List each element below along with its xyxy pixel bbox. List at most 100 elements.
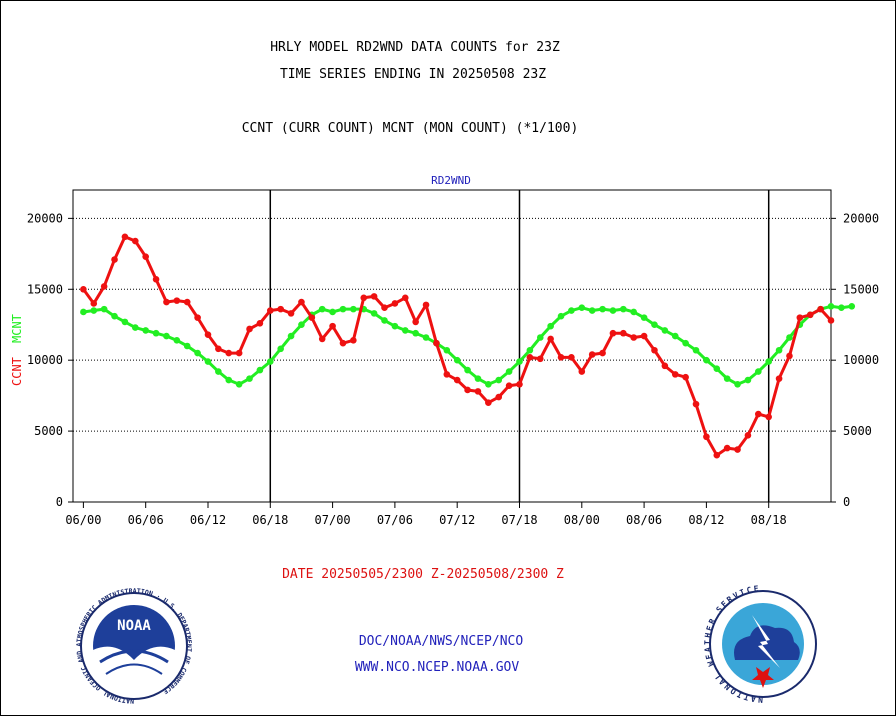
x-tick-label: 08/12: [688, 513, 724, 527]
y-tick-label-left: 10000: [27, 353, 63, 367]
data-point-ccnt: [640, 332, 648, 340]
data-point-mcnt: [183, 342, 191, 350]
data-point-mcnt: [204, 358, 212, 365]
x-tick-label: 07/06: [377, 513, 413, 527]
data-point-ccnt: [464, 386, 471, 394]
data-point-mcnt: [194, 349, 201, 357]
data-point-ccnt: [516, 380, 523, 388]
data-point-ccnt: [215, 345, 222, 353]
data-point-mcnt: [495, 376, 503, 384]
x-tick-label: 07/12: [439, 513, 475, 527]
data-point-ccnt: [651, 346, 658, 354]
data-point-mcnt: [225, 376, 233, 384]
data-point-mcnt: [588, 307, 596, 314]
data-point-ccnt: [381, 304, 388, 312]
data-point-mcnt: [744, 376, 752, 384]
data-point-mcnt: [734, 380, 741, 388]
data-point-mcnt: [568, 307, 575, 314]
data-point-mcnt: [401, 327, 409, 334]
data-point-ccnt: [588, 351, 596, 358]
data-point-mcnt: [132, 324, 139, 331]
data-point-ccnt: [173, 297, 181, 304]
data-point-ccnt: [474, 388, 482, 395]
x-tick-label: 07/18: [501, 513, 537, 527]
data-point-ccnt: [401, 294, 409, 302]
y-axis-label-ccnt: CCNT: [10, 357, 24, 386]
date-range-label: DATE 20250505/2300 Z-20250508/2300 Z: [282, 567, 564, 582]
axis-layer: 0 0 5000 5000 10000 10000 15000 15000 20000 20000…: [27, 189, 879, 527]
data-point-ccnt: [318, 335, 326, 343]
data-point-ccnt: [568, 354, 575, 361]
y-tick-label-left: 5000: [34, 424, 63, 438]
data-point-mcnt: [651, 321, 658, 329]
data-point-ccnt: [350, 337, 357, 344]
data-point-mcnt: [547, 322, 554, 330]
data-point-ccnt: [765, 413, 772, 421]
website-link[interactable]: WWW.NCO.NCEP.NOAA.GOV: [355, 660, 520, 675]
x-tick-label: 07/00: [315, 513, 351, 527]
y-tick-label-right: 15000: [843, 282, 879, 296]
data-point-ccnt: [266, 307, 274, 314]
data-point-mcnt: [90, 307, 98, 314]
data-point-ccnt: [775, 375, 783, 382]
data-point-ccnt: [370, 293, 378, 300]
series-layer: [80, 233, 856, 459]
data-point-ccnt: [692, 400, 700, 408]
data-point-mcnt: [256, 366, 264, 374]
data-point-mcnt: [121, 318, 129, 326]
data-point-mcnt: [152, 329, 160, 337]
y-tick-label-right: 0: [843, 495, 850, 509]
data-point-mcnt: [526, 346, 534, 354]
data-point-mcnt: [298, 321, 305, 329]
data-point-mcnt: [620, 305, 627, 313]
data-point-ccnt: [80, 285, 87, 293]
data-point-mcnt: [682, 339, 689, 347]
data-point-mcnt: [173, 337, 181, 344]
data-point-mcnt: [287, 332, 295, 340]
data-point-ccnt: [526, 354, 534, 361]
data-point-mcnt: [266, 358, 274, 365]
data-point-mcnt: [329, 308, 336, 316]
data-point-ccnt: [194, 314, 201, 321]
data-point-ccnt: [183, 298, 191, 306]
data-point-mcnt: [443, 346, 451, 354]
x-tick-label: 06/00: [65, 513, 101, 527]
noaa-logo-text: NOAA: [117, 618, 151, 634]
data-point-ccnt: [235, 349, 243, 357]
grid-layer: [73, 217, 831, 432]
data-point-mcnt: [246, 375, 253, 382]
y-tick-label-left: 20000: [27, 211, 63, 225]
nws-logo: NATIONAL WEATHER SERVICE: [703, 584, 817, 704]
data-point-ccnt: [433, 339, 440, 347]
data-point-mcnt: [661, 327, 669, 334]
data-point-mcnt: [609, 307, 617, 314]
data-point-ccnt: [339, 339, 347, 347]
data-point-mcnt: [163, 332, 170, 340]
data-point-ccnt: [505, 382, 513, 390]
chart-title-line2: TIME SERIES ENDING IN 20250508 23Z: [280, 67, 546, 82]
data-point-ccnt: [682, 373, 689, 381]
data-point-ccnt: [620, 329, 627, 337]
data-point-mcnt: [111, 312, 118, 320]
y-tick-label-right: 20000: [843, 211, 879, 225]
y-axis-label-mcnt: MCNT: [10, 314, 24, 343]
data-point-ccnt: [246, 325, 253, 333]
data-point-ccnt: [734, 446, 741, 453]
data-point-ccnt: [90, 300, 98, 307]
data-point-mcnt: [713, 365, 721, 372]
data-point-ccnt: [100, 283, 108, 290]
data-point-ccnt: [661, 362, 669, 370]
data-point-mcnt: [464, 366, 471, 374]
data-point-ccnt: [412, 318, 419, 326]
data-point-mcnt: [536, 334, 544, 341]
data-point-ccnt: [609, 329, 617, 337]
data-point-mcnt: [100, 305, 108, 313]
data-point-ccnt: [287, 310, 295, 317]
x-tick-label: 06/18: [252, 513, 288, 527]
data-point-ccnt: [422, 301, 430, 309]
y-tick-label-left: 15000: [27, 282, 63, 296]
data-point-mcnt: [848, 302, 856, 310]
data-point-ccnt: [703, 433, 710, 441]
data-point-ccnt: [360, 294, 368, 302]
data-point-ccnt: [806, 311, 814, 319]
